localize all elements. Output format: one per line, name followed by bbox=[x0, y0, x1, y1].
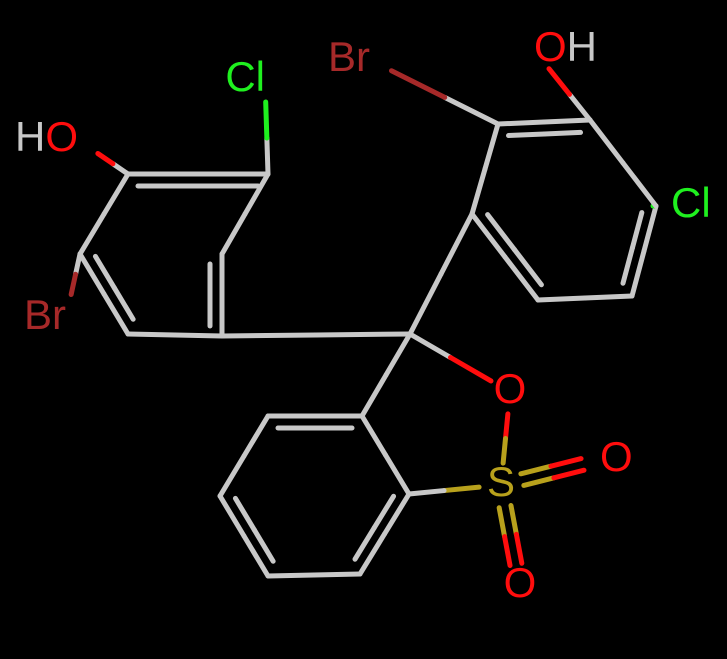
br-label: Br bbox=[24, 291, 66, 338]
br-label: Br bbox=[328, 33, 370, 80]
o-label: HO bbox=[15, 113, 78, 160]
o-label: OH bbox=[534, 23, 597, 70]
o-label: O bbox=[504, 559, 537, 606]
cl-label: Cl bbox=[671, 179, 711, 226]
o-label: O bbox=[494, 365, 527, 412]
cl-label: Cl bbox=[225, 53, 265, 100]
molecule-diagram: OSOOClOHBrClHOBr bbox=[0, 0, 727, 659]
o-label: O bbox=[600, 433, 633, 480]
s-label: S bbox=[487, 458, 515, 505]
